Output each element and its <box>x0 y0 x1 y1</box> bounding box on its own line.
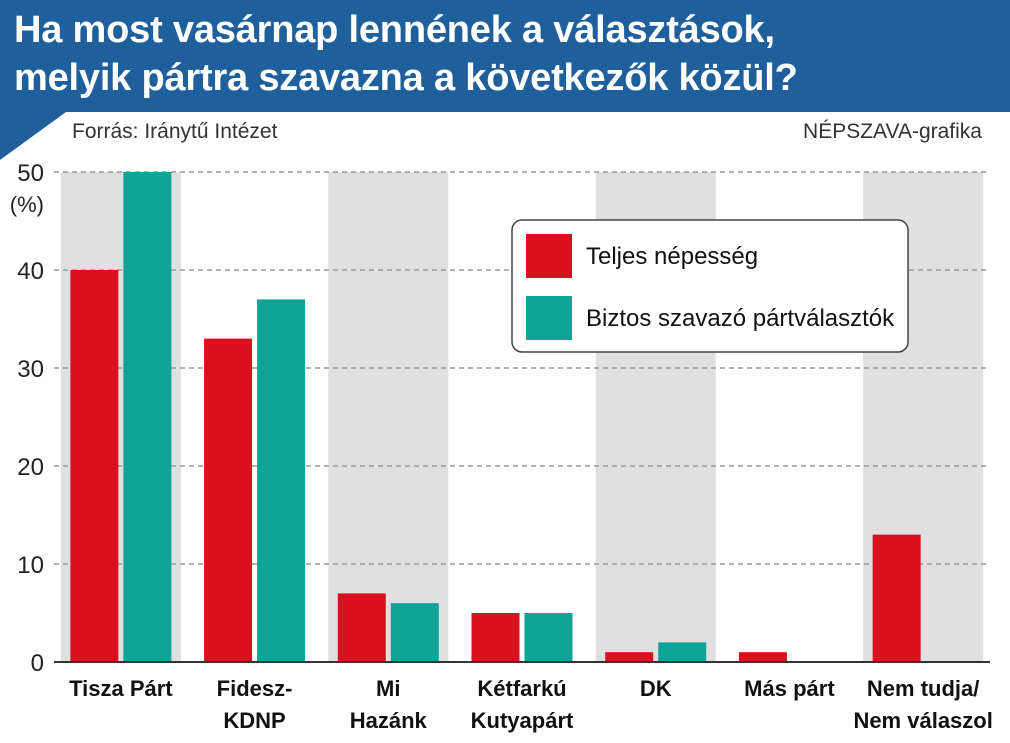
bar-teljes <box>204 338 253 662</box>
bar-chart: 0 10 20 30 40 50 (%) Tisza Párt Fidesz- KDNP Mi Haz… <box>10 160 993 733</box>
bar-teljes <box>70 270 119 662</box>
x-tick-label: Fidesz- KDNP <box>217 676 293 733</box>
bar-teljes <box>471 613 520 662</box>
bar-biztos <box>524 613 573 662</box>
bar-biztos <box>257 299 306 662</box>
banner-fold-corner <box>0 112 66 160</box>
legend: Teljes népesség Biztos szavazó pártválasz… <box>511 219 909 353</box>
legend-box <box>511 219 909 353</box>
y-tick-label: 50 <box>17 160 44 187</box>
title-banner: Ha most vasárnap lennének a választások,… <box>0 0 1010 112</box>
legend-swatch <box>526 234 572 278</box>
x-tick-label-line: KDNP <box>223 708 285 733</box>
x-tick-label-line: Fidesz- <box>217 676 293 701</box>
x-tick-label: Tisza Párt <box>69 676 173 701</box>
y-tick-label: 20 <box>17 454 44 481</box>
category-band <box>328 172 449 662</box>
legend-label: Biztos szavazó pártválasztók <box>586 305 895 332</box>
bar-teljes <box>872 534 921 662</box>
y-tick-label: 10 <box>17 552 44 579</box>
x-tick-label-line: Nem válaszol <box>853 708 992 733</box>
y-tick-label: 0 <box>31 650 44 677</box>
legend-swatch <box>526 296 572 340</box>
x-tick-label-line: Tisza Párt <box>69 676 173 701</box>
bar-biztos <box>123 172 172 662</box>
x-tick-label: Kétfarkú Kutyapárt <box>471 676 574 733</box>
x-tick-label-line: Kétfarkú <box>477 676 566 701</box>
x-tick-label-line: DK <box>640 676 672 701</box>
x-tick-label-line: Mi <box>376 676 400 701</box>
title-line-2: melyik pártra szavazna a következők közü… <box>14 57 798 99</box>
x-tick-label-line: Nem tudja/ <box>867 676 979 701</box>
y-tick-label: 30 <box>17 356 44 383</box>
x-tick-label: Mi Hazánk <box>350 676 428 733</box>
x-tick-label: Más párt <box>744 676 835 701</box>
source-text: Forrás: Iránytű Intézet <box>72 120 278 143</box>
y-axis-unit: (%) <box>10 192 44 217</box>
x-tick-label-line: Hazánk <box>350 708 428 733</box>
bar-teljes <box>605 652 654 662</box>
title-line-1: Ha most vasárnap lennének a választások, <box>14 9 775 51</box>
x-tick-label-line: Más párt <box>744 676 835 701</box>
bar-teljes <box>738 652 787 662</box>
x-tick-label-line: Kutyapárt <box>471 708 574 733</box>
x-tick-label: DK <box>640 676 672 701</box>
bar-teljes <box>337 593 386 662</box>
bar-biztos <box>390 603 439 662</box>
credit-text: NÉPSZAVA-grafika <box>803 120 982 143</box>
y-tick-label: 40 <box>17 258 44 285</box>
legend-label: Teljes népesség <box>586 243 758 270</box>
x-tick-label: Nem tudja/Nem válaszol <box>853 676 992 733</box>
bar-biztos <box>658 642 707 662</box>
